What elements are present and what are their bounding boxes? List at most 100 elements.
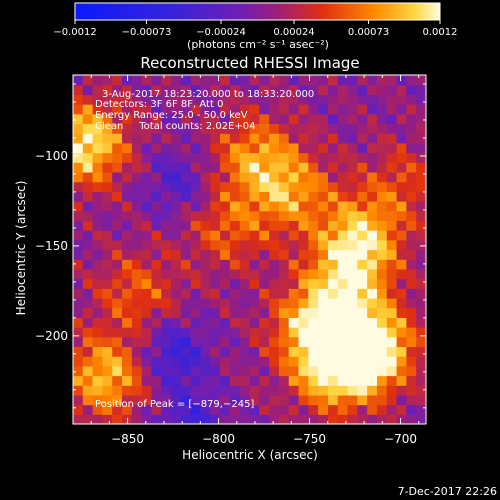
heatmap-cell [82, 259, 94, 270]
heatmap-cell [229, 356, 241, 367]
heatmap-cell [180, 201, 192, 212]
heatmap-cell [239, 210, 251, 222]
heatmap-cell [131, 84, 143, 95]
heatmap-cell [269, 230, 280, 241]
heatmap-cell [171, 336, 182, 348]
x-axis-label: Heliocentric X (arcsec) [182, 448, 318, 462]
heatmap-cell [298, 394, 309, 406]
heatmap-cell [327, 307, 339, 318]
heatmap-cell [367, 249, 378, 260]
heatmap-cell [249, 142, 260, 154]
heatmap-cell [151, 94, 162, 105]
heatmap-cell [220, 297, 231, 309]
heatmap-cell [298, 181, 309, 192]
heatmap-cell [151, 152, 162, 163]
heatmap [73, 75, 426, 424]
heatmap-cell [347, 365, 358, 377]
heatmap-cell [406, 152, 417, 163]
heatmap-cell [161, 346, 172, 357]
heatmap-cell [357, 327, 368, 338]
heatmap-cell [151, 259, 162, 270]
heatmap-cell [416, 162, 426, 173]
heatmap-cell [73, 259, 84, 270]
heatmap-cell [229, 201, 241, 212]
heatmap-cell [416, 220, 426, 231]
heatmap-cell [298, 336, 309, 348]
heatmap-cell [122, 133, 133, 144]
heatmap-cell [278, 365, 290, 377]
heatmap-cell [239, 191, 251, 202]
heatmap-cell [122, 191, 133, 202]
heatmap-cell [122, 171, 133, 183]
heatmap-cell [161, 201, 172, 212]
heatmap-cell [161, 385, 172, 396]
heatmap-cell [269, 288, 280, 299]
heatmap-cell [151, 327, 162, 338]
heatmap-cell [249, 201, 260, 212]
heatmap-cell [259, 394, 270, 406]
heatmap-cell [416, 346, 426, 357]
heatmap-cell [220, 201, 231, 212]
heatmap-cell [180, 336, 192, 348]
heatmap-cell [73, 385, 84, 396]
heatmap-cell [82, 365, 94, 377]
heatmap-cell [190, 84, 202, 95]
x-tick-label: −750 [293, 432, 326, 446]
heatmap-cell [327, 259, 339, 270]
heatmap-cell [229, 394, 241, 406]
heatmap-cell [131, 210, 143, 222]
heatmap-cell [122, 278, 133, 289]
heatmap-cell [73, 297, 84, 309]
heatmap-cell [308, 220, 319, 231]
heatmap-cell [122, 113, 133, 125]
heatmap-cell [112, 307, 123, 318]
heatmap-cell [92, 162, 104, 173]
heatmap-cell [239, 385, 251, 396]
heatmap-cell [102, 152, 113, 163]
heatmap-cell [327, 181, 339, 192]
heatmap-cell [337, 210, 349, 222]
heatmap-cell [122, 152, 133, 163]
heatmap-cell [82, 336, 94, 348]
heatmap-cell [386, 346, 398, 357]
heatmap-cell [82, 220, 94, 231]
heatmap-cell [229, 152, 241, 163]
heatmap-cell [376, 201, 388, 212]
heatmap-cell [82, 385, 94, 396]
heatmap-cell [131, 404, 143, 415]
heatmap-cell [239, 113, 251, 125]
heatmap-cell [318, 220, 329, 231]
heatmap-cell [288, 249, 300, 260]
heatmap-cell [200, 375, 211, 386]
heatmap-cell [131, 268, 143, 280]
heatmap-cell [396, 414, 407, 424]
heatmap-cell [416, 152, 426, 163]
heatmap-cell [73, 94, 84, 105]
heatmap-cell [357, 365, 368, 377]
heatmap-cell [278, 75, 290, 86]
heatmap-cell [180, 278, 192, 289]
heatmap-cell [347, 268, 358, 280]
heatmap-cell [92, 317, 104, 328]
heatmap-cell [347, 346, 358, 357]
heatmap-cell [298, 142, 309, 154]
heatmap-cell [367, 356, 378, 367]
heatmap-cell [337, 394, 349, 406]
heatmap-cell [122, 201, 133, 212]
heatmap-cell [200, 230, 211, 241]
heatmap-cell [406, 249, 417, 260]
heatmap-cell [249, 123, 260, 134]
heatmap-cell [357, 171, 368, 183]
heatmap-cell [327, 336, 339, 348]
heatmap-cell [386, 201, 398, 212]
heatmap-cell [318, 317, 329, 328]
heatmap-cell [210, 123, 221, 134]
heatmap-cell [82, 375, 94, 386]
heatmap-cell [131, 297, 143, 309]
heatmap-cell [259, 230, 270, 241]
heatmap-cell [269, 239, 280, 251]
heatmap-cell [180, 230, 192, 241]
heatmap-cell [239, 297, 251, 309]
heatmap-cell [298, 191, 309, 202]
